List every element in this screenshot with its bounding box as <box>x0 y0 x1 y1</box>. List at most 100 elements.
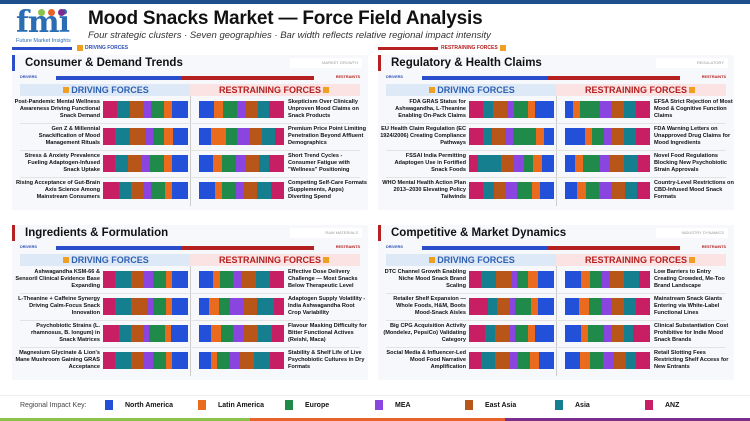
arrow-icon <box>499 45 506 51</box>
restraints-label: RESTRAINTS <box>701 245 726 249</box>
segment-latin-america <box>165 325 172 342</box>
segment-europe <box>589 271 602 288</box>
segment-asia <box>624 128 637 145</box>
segment-latin-america <box>576 182 587 199</box>
segment-north-america <box>199 271 213 288</box>
restraint-label: Stability & Shelf Life of Live Psychobio… <box>288 350 365 370</box>
segment-latin-america <box>535 128 545 145</box>
segment-mea <box>508 298 515 315</box>
driver-impact-bar <box>103 155 188 172</box>
segment-mea <box>144 352 153 369</box>
segment-latin-america <box>164 182 173 199</box>
segment-asia <box>487 298 498 315</box>
segment-latin-america <box>575 155 583 172</box>
segment-anz <box>636 128 650 145</box>
bottom-strip-green <box>0 418 250 421</box>
color-swatch <box>105 400 113 410</box>
restraint-label: Mainstream Snack Giants Entering via Whi… <box>654 296 723 316</box>
driver-label: Retailer Shelf Expansion — Whole Foods, … <box>393 296 466 316</box>
segment-latin-america <box>528 325 536 342</box>
fmi-logo: fmi Future Market Insights <box>16 8 78 45</box>
key-item-north-america: North America <box>105 400 173 410</box>
segment-north-america <box>565 352 581 369</box>
driver-label: Gen Z & Millennial Snackification of Moo… <box>38 126 100 146</box>
segment-anz <box>269 271 284 288</box>
segment-north-america <box>171 325 188 342</box>
panel-tag: INDUSTRY DYNAMICS <box>656 228 728 238</box>
segment-north-america <box>172 271 188 288</box>
segment-mea <box>236 182 244 199</box>
segment-europe <box>223 101 238 118</box>
segment-east-asia <box>245 155 259 172</box>
segment-europe <box>518 352 531 369</box>
force-row: Magnesium Glycinate & Lion's Mane Mushro… <box>12 348 368 375</box>
bottom-strip-orange <box>250 418 505 421</box>
restraint-impact-bar <box>565 352 650 369</box>
segment-mea <box>146 298 153 315</box>
segment-asia <box>118 182 132 199</box>
segment-mea <box>229 352 239 369</box>
restraint-label: Effective Dose Delivery Challenge — Most… <box>288 269 358 289</box>
segment-europe <box>149 325 166 342</box>
driver-impact-bar <box>469 298 554 315</box>
restraints-label: RESTRAINTS <box>335 245 360 249</box>
panel-regulatory-health-claims: Regulatory & Health Claims REGULATORY DR… <box>378 55 734 210</box>
segment-asia <box>483 182 495 199</box>
segment-europe <box>512 128 536 145</box>
driver-impact-bar <box>103 182 188 199</box>
segment-mea <box>601 271 611 288</box>
segment-east-asia <box>127 155 142 172</box>
drivers-label: DRIVERS <box>386 75 403 79</box>
segment-europe <box>587 325 605 342</box>
driver-label: FDA GRAS Status for Ashwagandha, L-Thean… <box>395 99 466 119</box>
panel-ingredients-formulation: Ingredients & Formulation RAW MATERIALS … <box>12 225 368 380</box>
segment-europe <box>152 352 166 369</box>
column-divider <box>556 96 557 206</box>
segment-latin-america <box>210 128 226 145</box>
driver-impact-bar <box>103 325 188 342</box>
segment-europe <box>220 271 233 288</box>
restraining-forces-header: RESTRAINING FORCES <box>190 84 360 96</box>
force-row: L-Theanine + Caffeine Synergy Driving Ca… <box>12 294 368 321</box>
segment-europe <box>222 155 237 172</box>
color-swatch <box>375 400 383 410</box>
segment-north-america <box>199 101 215 118</box>
segment-north-america <box>172 155 188 172</box>
force-row: Social Media & Influencer-Led Mood Food … <box>378 348 734 375</box>
segment-mea <box>237 101 247 118</box>
segment-latin-america <box>212 155 223 172</box>
driver-label: Post-Pandemic Mental Wellness Awareness … <box>14 99 100 119</box>
restraint-impact-bar <box>199 298 284 315</box>
segment-anz <box>269 155 284 172</box>
restraint-label: Novel Food Regulations Blocking New Psyc… <box>654 153 728 173</box>
segment-mea <box>141 155 150 172</box>
segment-europe <box>582 155 600 172</box>
segment-latin-america <box>530 352 539 369</box>
segment-east-asia <box>246 101 259 118</box>
restraining-forces-tag: RESTRAINING FORCES <box>378 43 508 53</box>
driver-label: WHO Mental Health Action Plan 2013–2030 … <box>382 180 466 200</box>
regional-impact-key: Regional Impact Key: North America Latin … <box>0 395 750 415</box>
force-row: Psychobiotic Strains (L. rhamnosus, B. l… <box>12 321 368 348</box>
driver-impact-bar <box>469 128 554 145</box>
driving-forces-header: DRIVING FORCES <box>386 254 556 266</box>
segment-latin-america <box>209 298 220 315</box>
segment-latin-america <box>581 271 590 288</box>
restraint-impact-bar <box>565 182 650 199</box>
panel-title: Competitive & Market Dynamics <box>391 227 567 239</box>
segment-east-asia <box>497 298 509 315</box>
panel-consumer-demand-trends: Consumer & Demand Trends MARKET GROWTH D… <box>12 55 368 210</box>
segment-latin-america <box>164 101 172 118</box>
segment-anz <box>638 271 650 288</box>
segment-north-america <box>171 101 188 118</box>
segment-europe <box>152 271 167 288</box>
restraint-impact-bar <box>199 101 284 118</box>
driver-impact-bar <box>103 128 188 145</box>
segment-anz <box>103 101 117 118</box>
color-swatch <box>645 400 653 410</box>
segment-east-asia <box>243 298 257 315</box>
segment-north-america <box>199 182 215 199</box>
segment-asia <box>480 271 497 288</box>
segment-europe <box>517 182 532 199</box>
force-balance-bar: DRIVERS RESTRAINTS <box>20 75 360 81</box>
